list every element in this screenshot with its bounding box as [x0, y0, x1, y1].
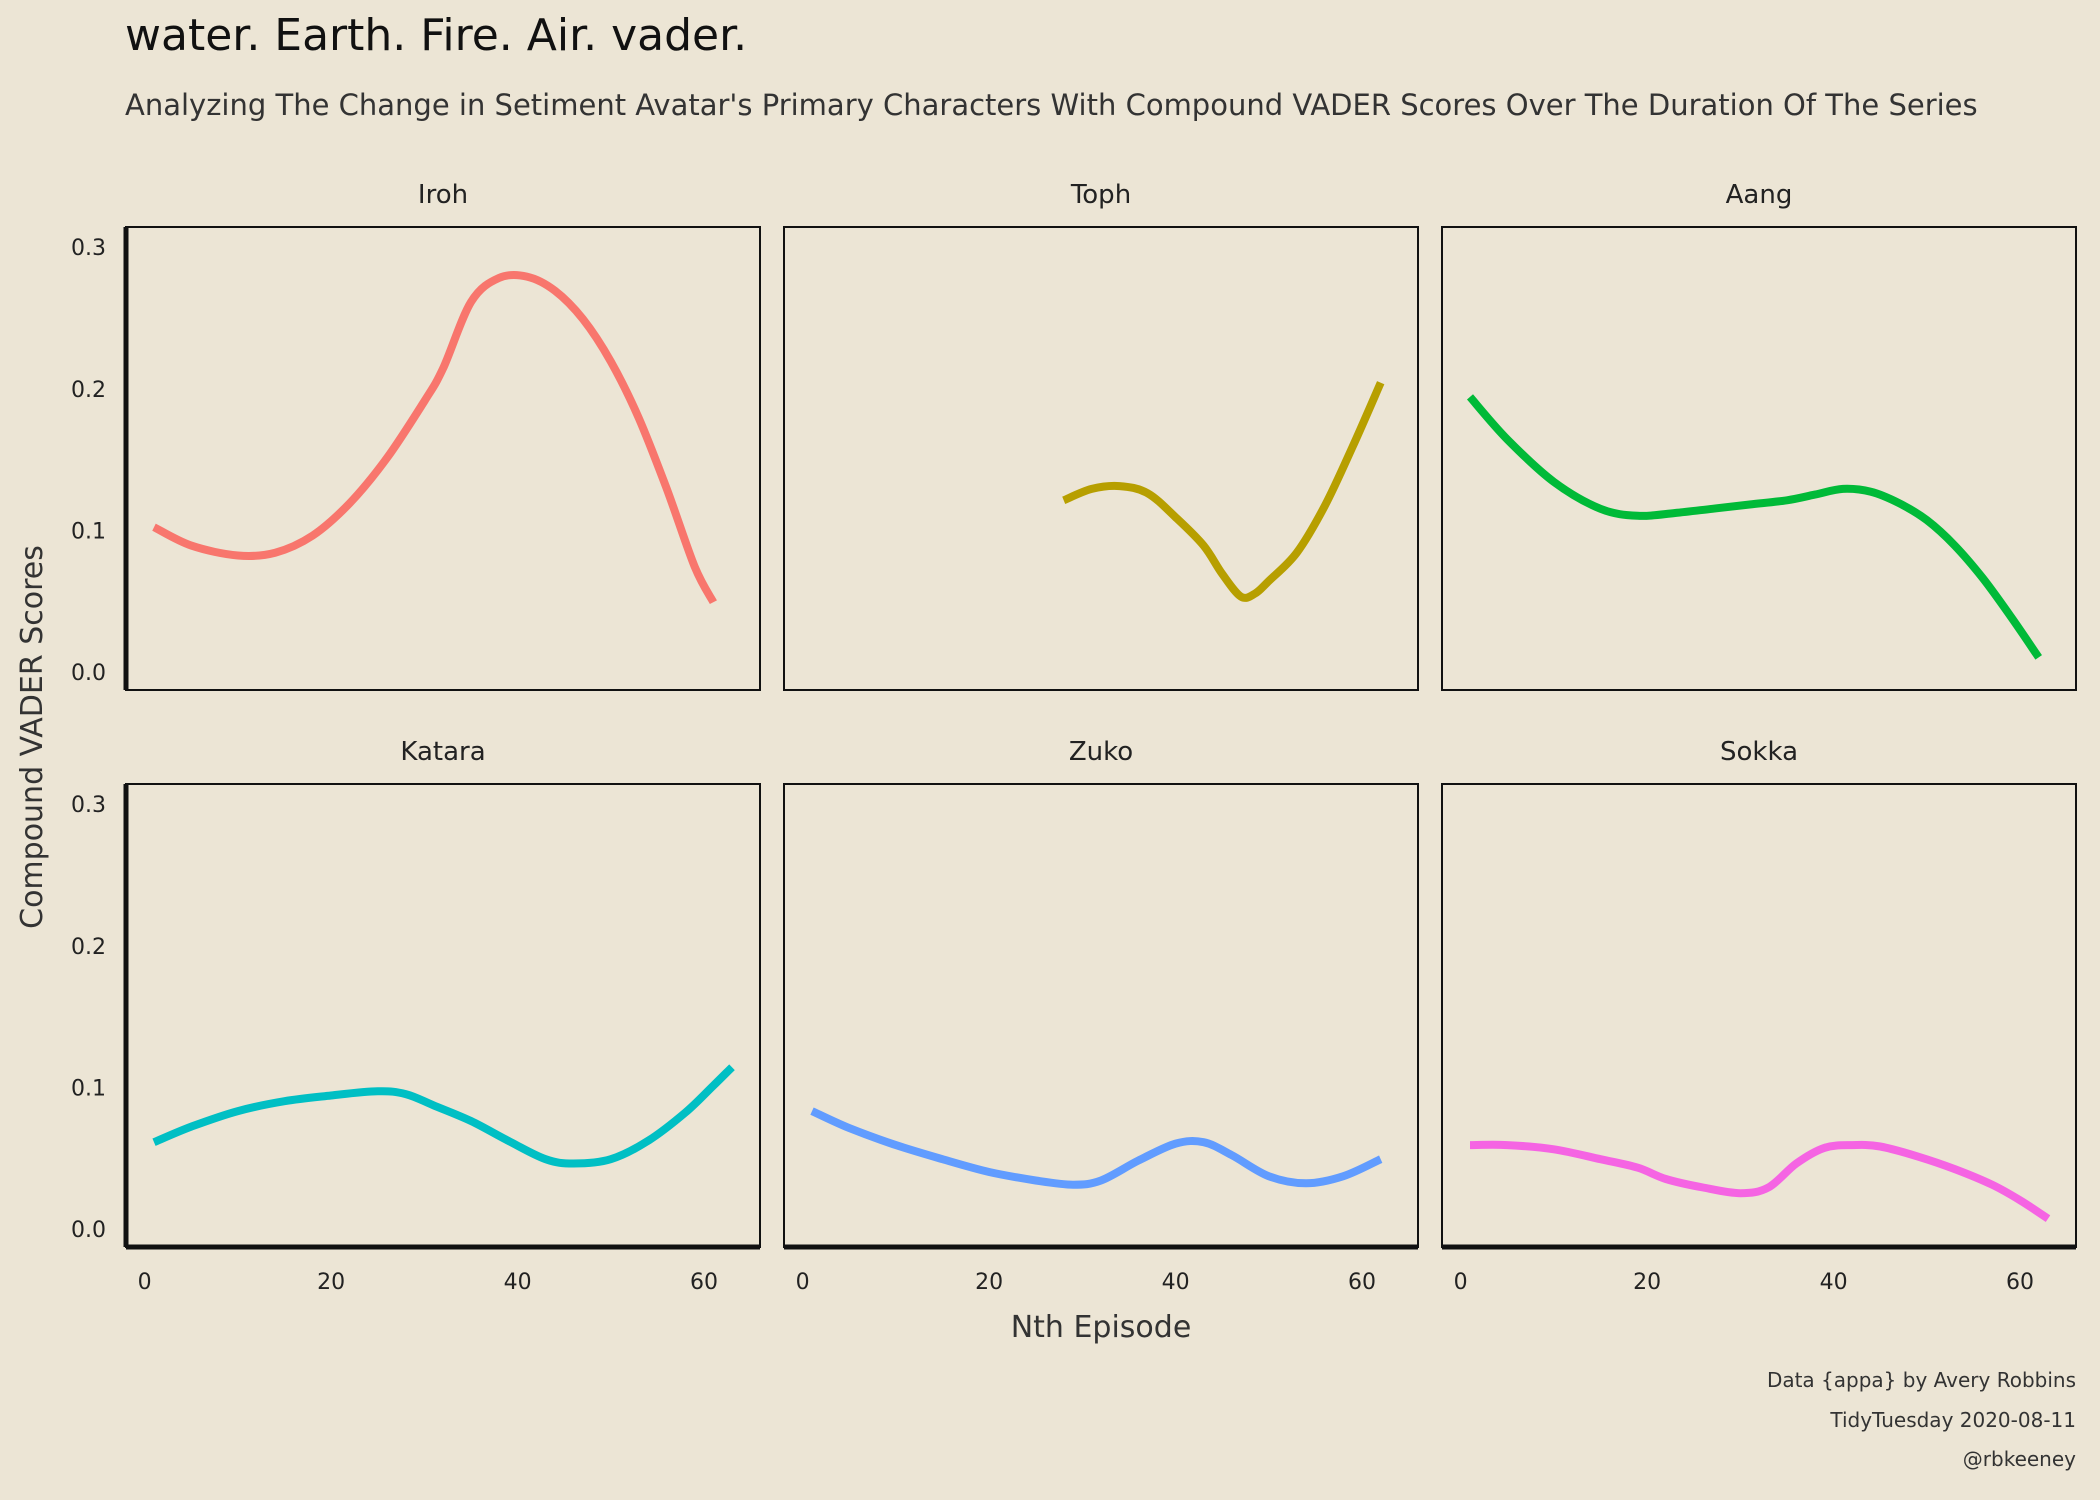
y-tick-label: 0.1 [71, 519, 106, 544]
panel-frame-aang [1441, 226, 2077, 691]
caption-data-source: Data {appa} by Avery Robbins [1766, 1368, 2076, 1392]
panel-frame-katara [125, 783, 761, 1248]
caption-tidytuesday: TidyTuesday 2020-08-11 [1830, 1408, 2076, 1432]
y-tick-label: 0.2 [71, 378, 106, 403]
x-tick-label: 20 [317, 1270, 345, 1295]
x-tick-label: 0 [138, 1270, 152, 1295]
y-tick-label: 0.1 [71, 1076, 106, 1101]
series-line-aang [1466, 394, 2042, 660]
x-tick-label: 0 [796, 1270, 810, 1295]
facet-label-toph: Toph [1070, 180, 1131, 210]
caption-handle: @rbkeeney [1962, 1447, 2076, 1471]
x-tick-label: 60 [2006, 1270, 2034, 1295]
facet-label-zuko: Zuko [1069, 737, 1133, 767]
y-tick-label: 0.0 [71, 661, 106, 686]
x-tick-label: 0 [1454, 1270, 1468, 1295]
chart-subtitle: Analyzing The Change in Setiment Avatar'… [125, 88, 1978, 122]
facet-label-iroh: Iroh [418, 180, 468, 210]
chart-title: water. Earth. Fire. Air. vader. [125, 10, 748, 61]
x-tick-label: 20 [1633, 1270, 1661, 1295]
x-tick-label: 60 [690, 1270, 718, 1295]
y-tick-label: 0.3 [71, 793, 106, 818]
x-tick-label: 60 [1348, 1270, 1376, 1295]
panel-frame-toph [783, 226, 1419, 691]
y-tick-label: 0.3 [71, 236, 106, 261]
x-tick-label: 20 [975, 1270, 1003, 1295]
series-line-katara [152, 1064, 735, 1168]
y-tick-label: 0.0 [71, 1218, 106, 1243]
series-line-zuko [810, 1107, 1383, 1189]
series-line-iroh [152, 270, 717, 605]
facet-label-aang: Aang [1726, 180, 1793, 210]
panel-frame-iroh [125, 226, 761, 691]
x-tick-label: 40 [1820, 1270, 1848, 1295]
series-line-toph [1062, 381, 1385, 602]
x-tick-label: 40 [504, 1270, 532, 1295]
series-line-sokka [1469, 1140, 2051, 1223]
facet-label-sokka: Sokka [1720, 737, 1798, 767]
facet-label-katara: Katara [400, 737, 485, 767]
x-tick-label: 40 [1162, 1270, 1190, 1295]
x-axis-title: Nth Episode [1011, 1310, 1192, 1345]
y-tick-label: 0.2 [71, 935, 106, 960]
y-axis-title: Compound VADER Scores [15, 545, 50, 929]
faceted-line-chart: Iroh 0.0 0.1 0.2 0.3 Toph Aang Katara 0.0 0.1 0.2 0… [15, 180, 2077, 1345]
